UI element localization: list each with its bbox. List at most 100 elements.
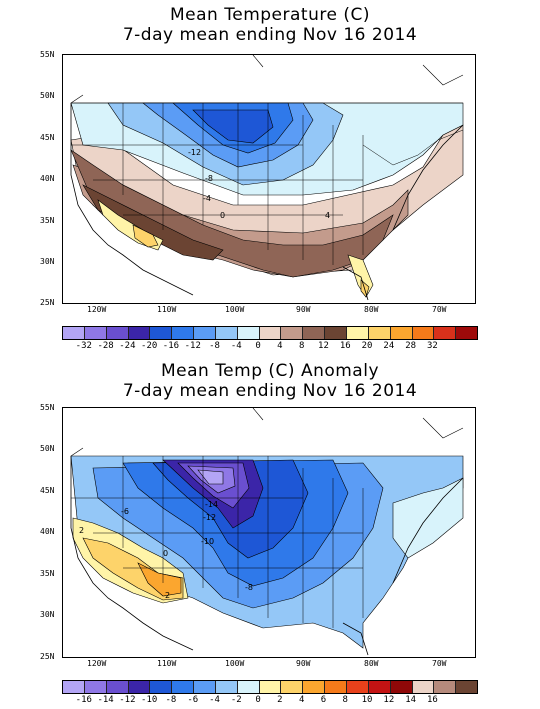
- map2-panel: -14 -12 -10 -8 -6 2 2 0: [62, 407, 476, 658]
- map2-lat-label: 55N: [40, 403, 55, 412]
- map2-colorbar-tick-label: -10: [141, 695, 158, 705]
- map2-lat-label: 45N: [40, 486, 55, 495]
- map1-colorbar-swatch: [150, 327, 173, 339]
- map1-colorbar-swatch: [172, 327, 195, 339]
- map1-colorbar-tick-label: 24: [383, 341, 395, 351]
- map2-colorbar-swatch: [237, 681, 260, 693]
- map2-colorbar-tick-label: 0: [255, 695, 261, 705]
- map2-contour-label: -6: [121, 507, 129, 516]
- map2-lon-label: 110W: [157, 659, 177, 668]
- map2-colorbar-tick-label: -8: [165, 695, 177, 705]
- map2-colorbar-tick-label: 8: [342, 695, 348, 705]
- map2-colorbar-tick-label: 10: [361, 695, 373, 705]
- map2-lat-label: 35N: [40, 569, 55, 578]
- map2-colorbar-swatch: [194, 681, 216, 693]
- map2-colorbar-swatch: [281, 681, 304, 693]
- map1-lat-label: 50N: [40, 91, 55, 100]
- map1-contour-label: 0: [220, 211, 225, 220]
- map1-colorbar-swatch: [84, 327, 107, 339]
- map1-colorbar-swatch: [434, 327, 457, 339]
- map2-colorbar-swatch: [303, 681, 326, 693]
- map1-colorbar-swatch: [128, 327, 151, 339]
- map1-colorbar-swatch: [368, 327, 391, 339]
- map1-colorbar-swatch: [390, 327, 413, 339]
- map1-contour-label: -12: [188, 148, 201, 157]
- map2-colorbar-swatch: [106, 681, 129, 693]
- map1-colorbar-tick-label: -20: [141, 341, 158, 351]
- map2-lon-label: 70W: [432, 659, 447, 668]
- map1-lat-label: 35N: [40, 216, 55, 225]
- map1-panel: -12 -8 -4 0 4: [62, 54, 476, 304]
- map2-lon-label: 100W: [225, 659, 245, 668]
- map2-colorbar-swatch: [84, 681, 107, 693]
- map2-lat-label: 50N: [40, 444, 55, 453]
- map2-colorbar-tick-label: 16: [426, 695, 438, 705]
- map1-lon-label: 120W: [87, 305, 107, 314]
- map1-lat-label: 55N: [40, 50, 55, 59]
- map2-contour-label: -12: [203, 513, 216, 522]
- map2-contour-label: 2: [79, 526, 84, 535]
- map1-contour-label: -4: [203, 194, 211, 203]
- map2-colorbar-swatch: [259, 681, 282, 693]
- map2-colorbar-swatch: [128, 681, 151, 693]
- map1-colorbar-tick-label: 20: [361, 341, 373, 351]
- map2-colorbar-tick-label: 14: [405, 695, 417, 705]
- map2-colorbar-tick-label: -2: [230, 695, 242, 705]
- map1-colorbar-tick-label: 4: [277, 341, 283, 351]
- map1-colorbar-tick-label: 28: [405, 341, 417, 351]
- map2-colorbar-swatch: [434, 681, 457, 693]
- map1-colorbar-tick-label: -12: [184, 341, 201, 351]
- map2-lat-label: 25N: [40, 652, 55, 661]
- map2-contour-label: 0: [163, 549, 168, 558]
- map2-lon-label: 120W: [87, 659, 107, 668]
- map1-colorbar-tick-label: 16: [339, 341, 351, 351]
- map1-colorbar-tick-label: -32: [75, 341, 92, 351]
- map2-colorbar-tick-label: -4: [209, 695, 220, 705]
- map2-colorbar-swatch: [325, 681, 347, 693]
- map2-title-line2: 7-day mean ending Nov 16 2014: [122, 381, 418, 401]
- map1-colorbar-tick-label: -16: [162, 341, 180, 351]
- map1-lat-label: 30N: [40, 257, 55, 266]
- map1-lon-label: 100W: [225, 305, 245, 314]
- map2-colorbar-tick-label: -16: [75, 695, 92, 705]
- map2-colorbar-tick-label: 2: [277, 695, 283, 705]
- map1-colorbar-swatch: [215, 327, 238, 339]
- map2-colorbar-tick-label: -6: [187, 695, 199, 705]
- map1-lon-label: 70W: [432, 305, 447, 314]
- map2-contour-label: -10: [201, 537, 214, 546]
- map2-colorbar-tick-label: 6: [320, 695, 327, 705]
- map2-colorbar-swatch: [346, 681, 369, 693]
- map1-lon-label: 80W: [364, 305, 379, 314]
- map1-colorbar-tick-label: 0: [255, 341, 261, 351]
- map2-colorbar-tick-label: -12: [119, 695, 136, 705]
- map2-lon-label: 80W: [364, 659, 379, 668]
- map1-lon-label: 90W: [296, 305, 311, 314]
- map1-colorbar-swatch: [237, 327, 260, 339]
- map2-lon-label: 90W: [296, 659, 311, 668]
- map2-colorbar-swatch: [368, 681, 391, 693]
- map1-colorbar-swatch: [259, 327, 282, 339]
- map2-contour-label: 2: [165, 591, 170, 600]
- map1-contour-label: 4: [325, 211, 330, 220]
- map1-title-line2: 7-day mean ending Nov 16 2014: [122, 25, 418, 45]
- map2-anomaly-field: -14 -12 -10 -8 -6 2 2 0: [63, 408, 475, 657]
- map1-colorbar-tick-label: 32: [426, 341, 438, 351]
- map1-colorbar-tick-label: 8: [298, 341, 305, 351]
- map2-colorbar-swatch: [172, 681, 195, 693]
- map1-lat-label: 45N: [40, 133, 55, 142]
- map1-colorbar-swatch: [303, 327, 326, 339]
- map2-colorbar-tick-label: 12: [383, 695, 395, 705]
- map1-colorbar-swatch: [63, 327, 85, 339]
- map1-colorbar-tick-label: -8: [209, 341, 220, 351]
- map1-lon-label: 110W: [157, 305, 177, 314]
- map1-colorbar-swatch: [325, 327, 347, 339]
- map1-title-line1: Mean Temperature (C): [170, 5, 370, 25]
- map2-contour-label: -8: [245, 583, 253, 592]
- map2-colorbar-swatch: [412, 681, 435, 693]
- map1-colorbar-tick-label: -4: [230, 341, 242, 351]
- map1-colorbar-swatch: [194, 327, 216, 339]
- map2-title-line1: Mean Temp (C) Anomaly: [160, 361, 380, 381]
- map2-lat-label: 40N: [40, 527, 55, 536]
- map2-lat-label: 30N: [40, 610, 55, 619]
- map1-colorbar: [62, 326, 478, 340]
